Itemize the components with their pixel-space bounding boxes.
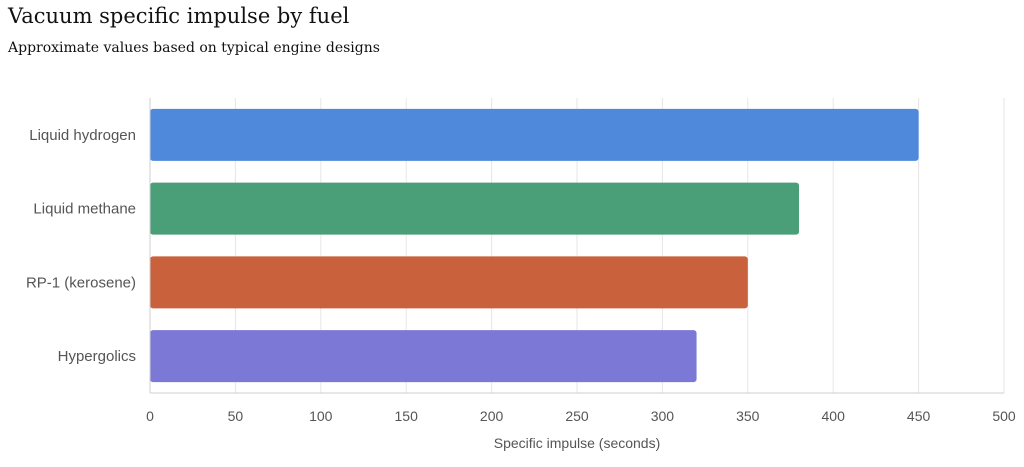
x-tick-label-100: 100: [309, 408, 333, 424]
x-tick-label-50: 50: [228, 408, 244, 424]
chart-title: Vacuum specific impulse by fuel: [8, 4, 350, 28]
x-tick-labels: 0 50 100 150 200 250 300 350 400 450 500: [146, 408, 1016, 424]
x-tick-label-150: 150: [395, 408, 419, 424]
bar-liquid-methane: [150, 182, 800, 235]
category-label: Liquid hydrogen: [29, 127, 136, 144]
x-tick-label-400: 400: [822, 408, 846, 424]
axes: [149, 98, 1004, 394]
category-labels: Liquid hydrogen Liquid methane RP-1 (keros…: [26, 127, 136, 365]
chart-subtitle: Approximate values based on typical engi…: [8, 40, 380, 56]
x-tick-label-300: 300: [651, 408, 675, 424]
x-tick-label-450: 450: [907, 408, 931, 424]
x-tick-label-350: 350: [736, 408, 760, 424]
bars: [150, 108, 919, 383]
x-tick-label-500: 500: [992, 408, 1016, 424]
bar-liquid-hydrogen: [150, 108, 919, 161]
bar-hypergolics: [150, 330, 697, 383]
x-axis-title: Specific impulse (seconds): [494, 435, 661, 451]
category-label: Hypergolics: [58, 348, 136, 365]
category-label: Liquid methane: [33, 201, 136, 218]
x-tick-label-0: 0: [146, 408, 154, 424]
bar-rp-1-kerosene: [150, 256, 748, 309]
category-label: RP-1 (kerosene): [26, 274, 136, 291]
x-tick-label-200: 200: [480, 408, 504, 424]
x-tick-label-250: 250: [565, 408, 589, 424]
